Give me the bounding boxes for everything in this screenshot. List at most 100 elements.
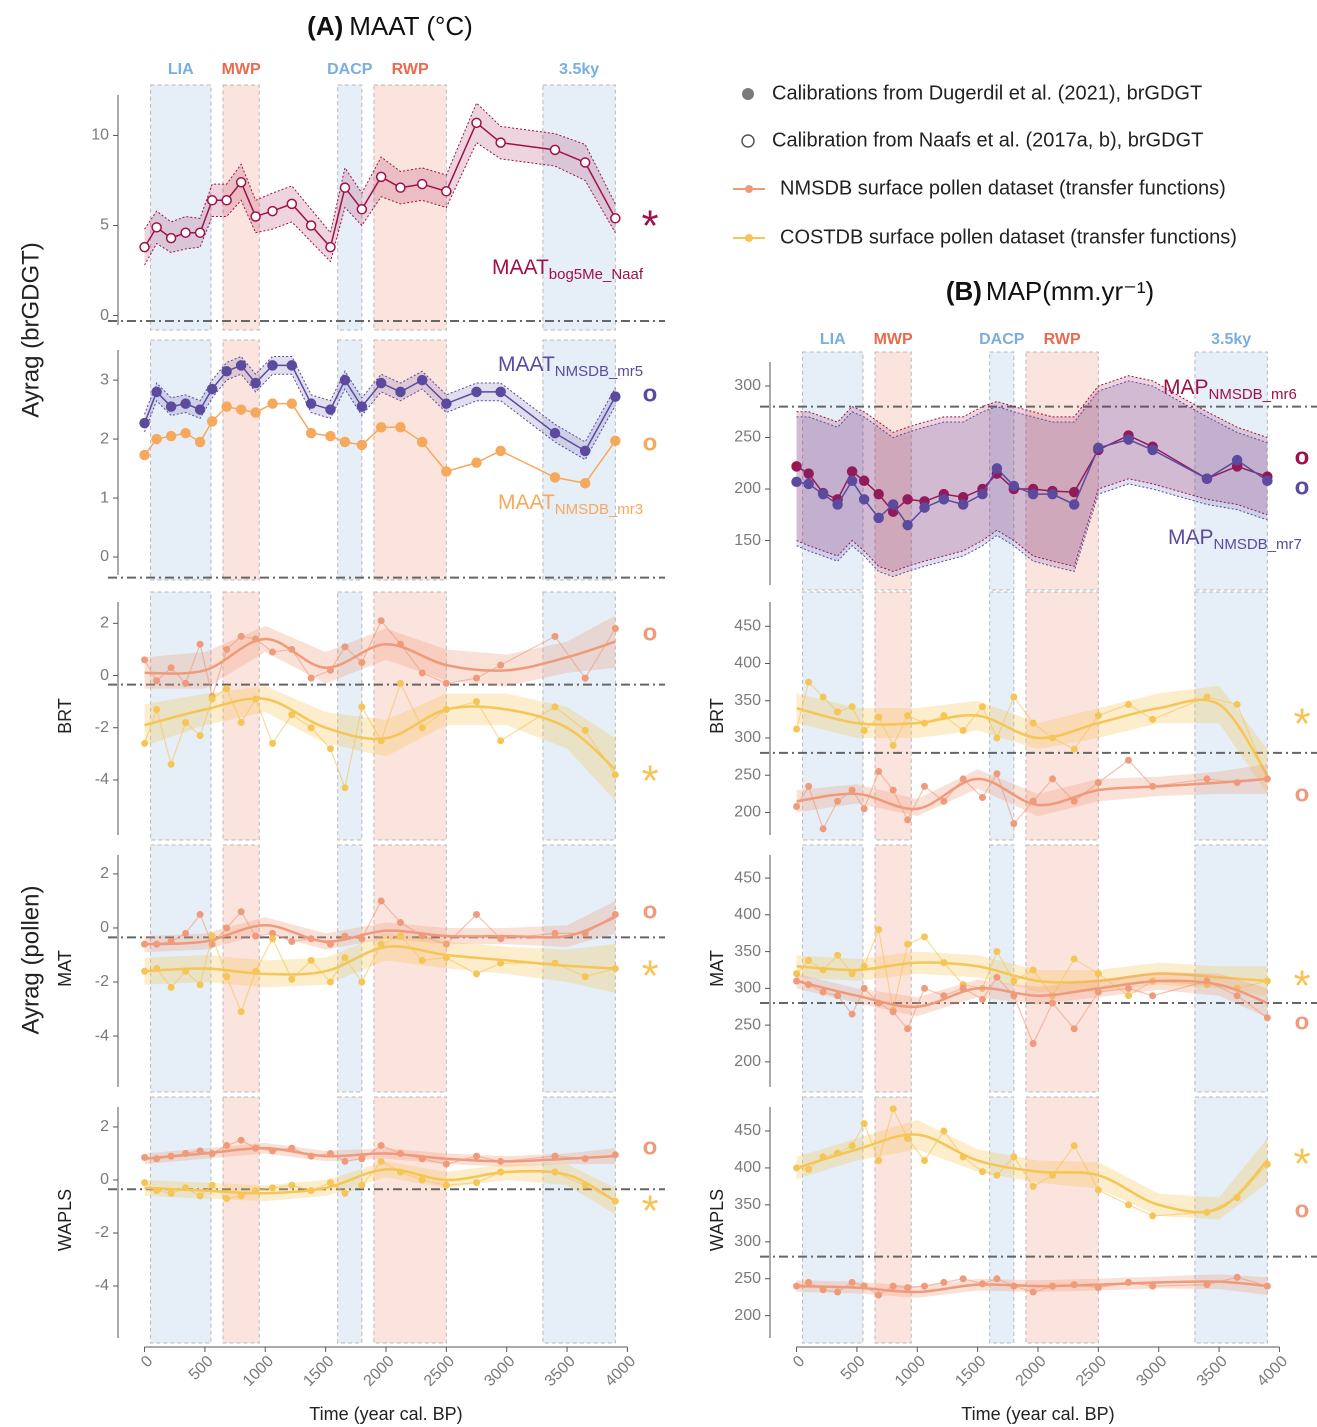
panel: -4 -2 0 2 WAPLS 0 500 1000 1500 2000 2500 3000 3500 4… [55,1096,665,1424]
data-point [919,502,930,513]
data-point [581,726,589,734]
data-point [1149,715,1157,723]
period-band [373,339,447,581]
group-label: Ayrag (pollen) [17,886,44,1035]
period-band [1025,591,1099,841]
data-point [1010,820,1018,828]
fit-line [796,1280,1268,1294]
data-point [819,1286,827,1294]
y-tick-label: -4 [95,1027,109,1044]
data-point [307,956,315,964]
data-point [305,220,317,231]
period-band [874,844,912,1093]
legend-symbol [745,234,753,242]
data-point [139,449,150,461]
data-point [902,519,913,531]
data-point [1125,992,1133,1000]
data-point [1125,1201,1133,1209]
y-tick-label: 5 [100,217,109,234]
data-point [848,1142,856,1150]
fit-line [796,979,1268,1009]
legend-symbol [742,88,754,100]
data-point [307,724,315,732]
significance-marker: o [643,429,658,456]
significance-marker: * [1293,962,1310,1011]
y-tick-label: 200 [734,480,761,497]
y-tick-label: 250 [734,1270,761,1287]
data-point [805,678,813,686]
data-point [375,377,387,389]
data-point [860,962,868,970]
y-tick-label: 350 [734,692,761,709]
data-point [610,435,621,447]
y-tick-label: 400 [734,655,761,672]
period-label: LIA [168,61,194,78]
data-point [959,775,967,783]
period-band [1194,844,1268,1093]
data-point [579,445,591,457]
group-label: Ayrag (brGDGT) [17,242,44,418]
data-point [889,741,897,749]
data-point [182,929,190,937]
data-point [904,816,912,824]
y-tick-label: 400 [734,906,761,923]
significance-marker: o [1295,1196,1310,1223]
y-tick-label: 1 [100,489,109,506]
data-point [1233,700,1241,708]
data-point [495,137,506,148]
y-tick-label: 3 [100,371,109,388]
fit-line [796,698,1269,776]
period-band [542,339,616,581]
data-point [819,693,827,701]
data-point [579,157,591,168]
series-label: MAATNMSDB_mr3 [498,491,643,518]
data-point [416,374,428,386]
series-label-main: MAAT [492,256,549,279]
data-point [940,1278,948,1286]
data-point [1123,434,1134,445]
data-point [180,398,191,409]
data-point [441,186,452,197]
data-point [977,488,988,500]
x-tick-label: 4000 [602,1353,639,1390]
data-point [875,767,883,775]
band-upper [796,380,1268,444]
data-point [141,656,149,664]
panel: 200 250 300 350 400 450 BRT * o [707,591,1317,841]
data-point [250,407,261,418]
data-point [904,712,912,720]
band-lower [144,141,616,266]
data-point [416,178,428,190]
data-point [875,1291,883,1299]
series-label: MAATNMSDB_mr5 [498,353,643,380]
data-point [356,401,368,412]
data-point [1263,1014,1271,1022]
legend-text: Calibrations from Dugerdil et al. (2021)… [772,82,1202,104]
data-point [395,386,406,398]
data-point [1070,797,1078,805]
y-tick-label: 350 [734,943,761,960]
data-point [921,984,929,992]
data-point [1233,1273,1241,1281]
data-point [206,383,218,395]
panel: -4 -2 0 2 BRT o * [55,591,665,841]
data-point [921,782,929,790]
data-point [848,1010,856,1018]
data-point [549,472,561,483]
data-point [1231,454,1243,466]
data-point [805,1278,813,1286]
period-band [150,84,212,331]
data-point [339,436,351,448]
y-axis-label: BRT [707,698,727,734]
data-point [1010,1153,1018,1161]
series-label: MAPNMSDB_mr7 [1168,526,1302,553]
x-tick-label: 2500 [421,1353,458,1390]
data-point [978,1168,986,1176]
confidence-band [144,933,616,993]
data-point [326,745,334,753]
data-point [396,679,404,687]
data-point [206,416,218,427]
data-point [904,1134,912,1142]
significance-marker: o [643,380,658,407]
